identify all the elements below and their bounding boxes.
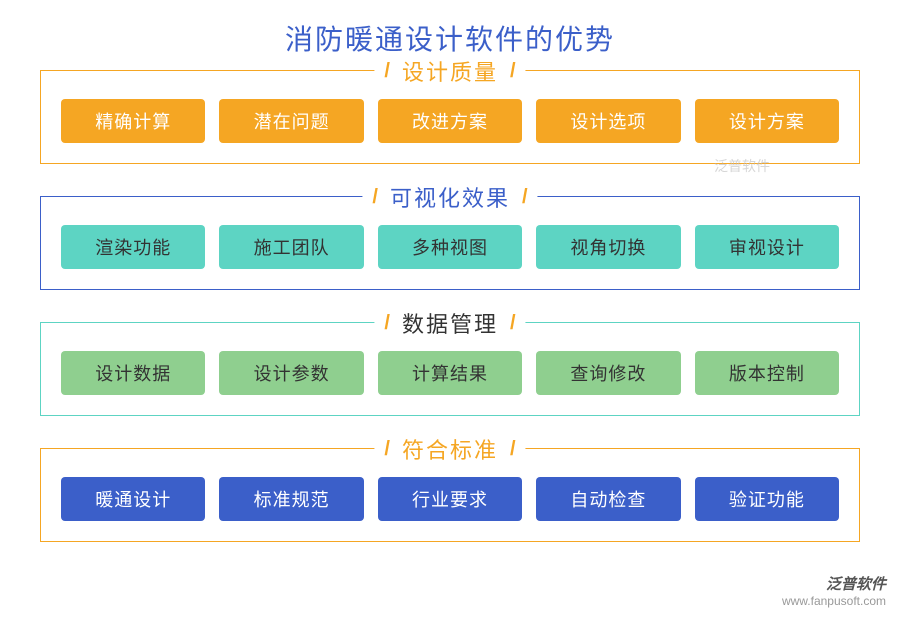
section-2: /数据管理/设计数据设计参数计算结果查询修改版本控制 bbox=[40, 322, 860, 416]
slash-left-icon: / bbox=[372, 186, 378, 209]
slash-right-icon: / bbox=[510, 312, 516, 335]
section-title: 数据管理 bbox=[402, 307, 498, 339]
item: 自动检查 bbox=[536, 477, 680, 521]
item: 多种视图 bbox=[378, 225, 522, 269]
slash-left-icon: / bbox=[384, 312, 390, 335]
item: 精确计算 bbox=[61, 99, 205, 143]
section-title-wrap: / 可视化效果 / bbox=[362, 181, 537, 213]
item: 验证功能 bbox=[695, 477, 839, 521]
slash-right-icon: / bbox=[510, 438, 516, 461]
watermark-brand: 泛普软件 bbox=[782, 575, 886, 595]
watermark-url: www.fanpusoft.com bbox=[782, 594, 886, 610]
item: 计算结果 bbox=[378, 351, 522, 395]
items-row: 暖通设计标准规范行业要求自动检查验证功能 bbox=[61, 477, 839, 521]
watermark: 泛普软件 www.fanpusoft.com bbox=[782, 575, 886, 610]
item: 设计方案 bbox=[695, 99, 839, 143]
items-row: 精确计算潜在问题改进方案设计选项设计方案 bbox=[61, 99, 839, 143]
item: 暖通设计 bbox=[61, 477, 205, 521]
slash-left-icon: / bbox=[384, 60, 390, 83]
item: 施工团队 bbox=[219, 225, 363, 269]
item: 标准规范 bbox=[219, 477, 363, 521]
page-title: 消防暖通设计软件的优势 bbox=[0, 18, 900, 58]
item: 改进方案 bbox=[378, 99, 522, 143]
item: 视角切换 bbox=[536, 225, 680, 269]
section-title: 设计质量 bbox=[402, 55, 498, 87]
section-title-wrap: / 符合标准 / bbox=[374, 433, 525, 465]
section-title-wrap: / 设计质量 / bbox=[374, 55, 525, 87]
item: 行业要求 bbox=[378, 477, 522, 521]
item: 设计数据 bbox=[61, 351, 205, 395]
item: 潜在问题 bbox=[219, 99, 363, 143]
item: 设计选项 bbox=[536, 99, 680, 143]
items-row: 设计数据设计参数计算结果查询修改版本控制 bbox=[61, 351, 839, 395]
item: 查询修改 bbox=[536, 351, 680, 395]
item: 设计参数 bbox=[219, 351, 363, 395]
section-title-wrap: / 数据管理 / bbox=[374, 307, 525, 339]
item: 渲染功能 bbox=[61, 225, 205, 269]
items-row: 渲染功能施工团队多种视图视角切换审视设计 bbox=[61, 225, 839, 269]
section-title: 符合标准 bbox=[402, 433, 498, 465]
watermark-inline: 泛普软件 bbox=[714, 156, 770, 176]
section-title: 可视化效果 bbox=[390, 181, 510, 213]
slash-right-icon: / bbox=[510, 60, 516, 83]
item: 版本控制 bbox=[695, 351, 839, 395]
item: 审视设计 bbox=[695, 225, 839, 269]
section-1: /可视化效果/渲染功能施工团队多种视图视角切换审视设计 bbox=[40, 196, 860, 290]
slash-right-icon: / bbox=[522, 186, 528, 209]
section-0: /设计质量/精确计算潜在问题改进方案设计选项设计方案 bbox=[40, 70, 860, 164]
section-3: /符合标准/暖通设计标准规范行业要求自动检查验证功能 bbox=[40, 448, 860, 542]
slash-left-icon: / bbox=[384, 438, 390, 461]
